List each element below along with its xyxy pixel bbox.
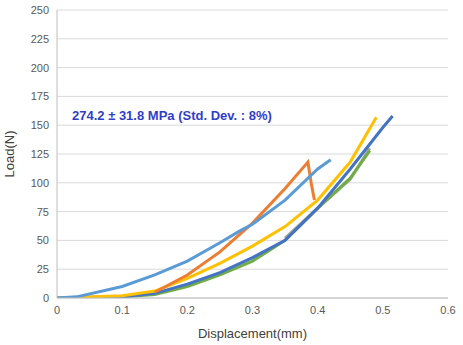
svg-text:0: 0 <box>54 304 60 316</box>
svg-text:0.4: 0.4 <box>310 304 325 316</box>
svg-text:0: 0 <box>43 292 49 304</box>
svg-text:250: 250 <box>31 4 49 16</box>
svg-text:0.3: 0.3 <box>245 304 260 316</box>
svg-text:50: 50 <box>37 234 49 246</box>
svg-text:0.6: 0.6 <box>440 304 455 316</box>
svg-text:25: 25 <box>37 263 49 275</box>
svg-text:Load(N): Load(N) <box>8 131 17 178</box>
svg-text:150: 150 <box>31 119 49 131</box>
svg-text:100: 100 <box>31 177 49 189</box>
svg-text:0.2: 0.2 <box>180 304 195 316</box>
svg-text:0.1: 0.1 <box>115 304 130 316</box>
html-text:274.2 ± 31.8 MPa (Std. Dev. :: 274.2 ± 31.8 MPa (Std. Dev. : 8%) <box>72 108 272 123</box>
svg-text:125: 125 <box>31 148 49 160</box>
svg-text:200: 200 <box>31 62 49 74</box>
svg-text:Displacement(mm): Displacement(mm) <box>198 326 307 341</box>
svg-text:75: 75 <box>37 206 49 218</box>
svg-text:225: 225 <box>31 33 49 45</box>
svg-text:0.5: 0.5 <box>375 304 390 316</box>
svg-text:175: 175 <box>31 90 49 102</box>
